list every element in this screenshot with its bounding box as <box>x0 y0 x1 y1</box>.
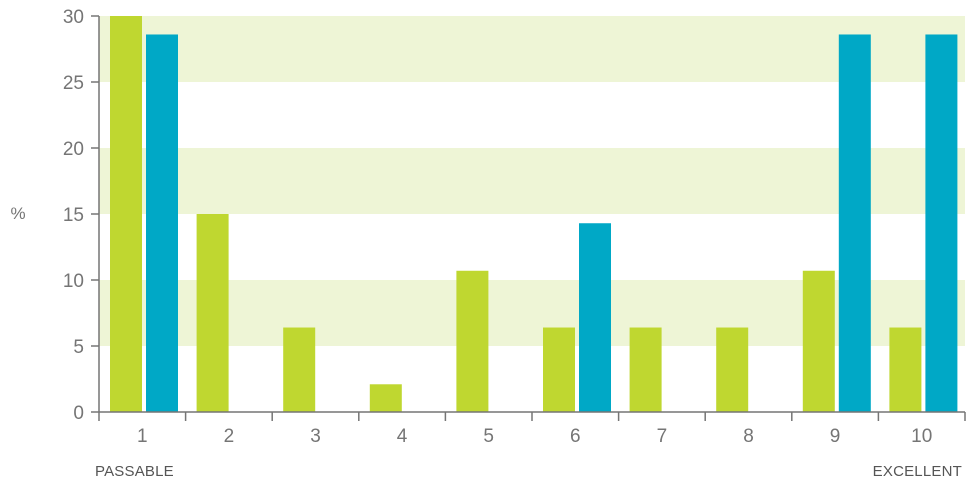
bar-s2-10 <box>925 34 958 412</box>
bars <box>110 16 958 412</box>
y-tick-label: 10 <box>63 271 84 292</box>
y-tick-label: 5 <box>73 337 84 358</box>
bar-s2-9 <box>838 34 871 412</box>
grid-band-3 <box>99 16 965 82</box>
bar-s1-4 <box>369 384 402 412</box>
bar-s2-1 <box>146 34 178 412</box>
y-tick-label: 0 <box>73 403 84 424</box>
x-end-label: EXCELLENT <box>873 463 962 480</box>
bar-s2-6 <box>579 223 611 412</box>
bar-s1-9 <box>802 270 835 412</box>
x-tick-label: 9 <box>830 426 841 447</box>
x-tick-label: 3 <box>310 426 321 447</box>
bar-s1-10 <box>889 327 922 412</box>
bar-s1-5 <box>456 270 489 412</box>
grid-band-1 <box>99 280 965 346</box>
y-tick-label: 20 <box>63 139 84 160</box>
grid-bands <box>99 16 965 346</box>
bar-s1-1 <box>110 16 142 412</box>
bar-s1-7 <box>629 327 662 412</box>
axes <box>91 15 966 421</box>
bar-s1-3 <box>283 327 316 412</box>
bar-s1-2 <box>196 214 229 412</box>
y-tick-label: 15 <box>63 205 84 226</box>
x-tick-label: 2 <box>224 426 235 447</box>
y-axis-label: % <box>10 204 25 223</box>
x-tick-label: 6 <box>570 426 581 447</box>
x-tick-label: 1 <box>137 426 148 447</box>
y-tick-labels: 0 5 10 15 20 25 30 <box>63 7 84 424</box>
x-tick-label: 8 <box>743 426 754 447</box>
x-tick-label: 5 <box>483 426 494 447</box>
x-tick-label: 7 <box>657 426 668 447</box>
x-tick-label: 4 <box>397 426 408 447</box>
x-tick-label: 10 <box>911 426 932 447</box>
bar-s1-8 <box>716 327 749 412</box>
grid-band-2 <box>99 148 965 214</box>
y-tick-label: 25 <box>63 73 84 94</box>
bar-s1-6 <box>543 327 575 412</box>
x-start-label: PASSABLE <box>95 463 174 480</box>
y-tick-label: 30 <box>63 7 84 28</box>
x-tick-labels: 1 2 3 4 5 6 7 8 9 10 <box>137 426 932 447</box>
